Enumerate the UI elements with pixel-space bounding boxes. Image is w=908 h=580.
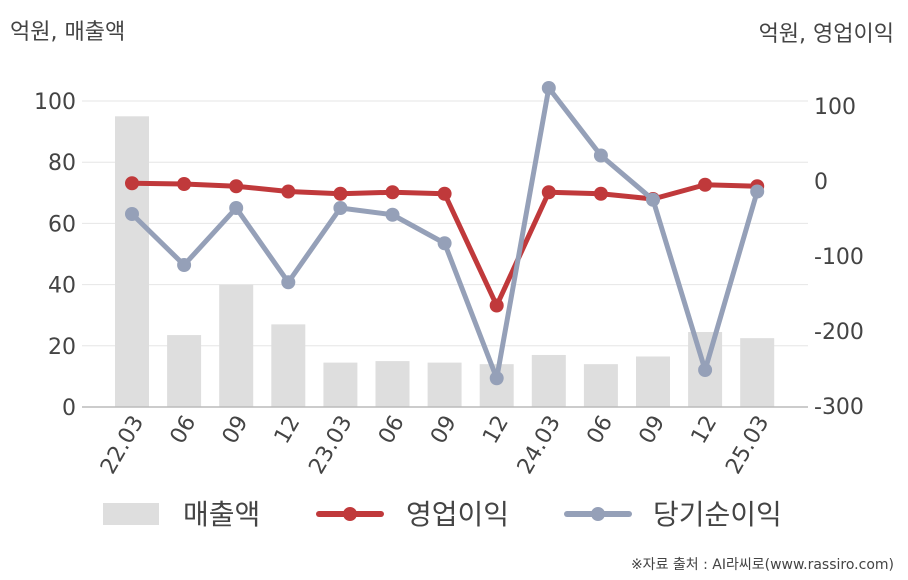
right-tick-label: -300: [814, 395, 864, 420]
point: [750, 184, 765, 199]
bar: [583, 364, 618, 407]
x-tick-label: 06: [582, 412, 618, 449]
x-tick-label: 22.03: [96, 412, 149, 479]
point: [177, 258, 192, 272]
bar: [271, 324, 306, 407]
left-tick-label: 0: [62, 396, 76, 421]
left-tick-label: 40: [48, 274, 76, 299]
left-tick-label: 20: [48, 335, 76, 360]
point: [333, 201, 348, 215]
bar: [427, 362, 462, 407]
bar: [531, 354, 566, 407]
legend-label: 영업이익: [406, 498, 509, 531]
legend: 매출액 영업이익 당기순이익: [103, 498, 782, 531]
x-tick-label: 09: [218, 412, 254, 449]
x-tick-label: 06: [374, 412, 410, 449]
point: [437, 236, 452, 251]
x-tick-label: 25.03: [721, 412, 774, 479]
x-tick-label: 23.03: [304, 412, 357, 479]
right-axis-unit: 억원, 영업이익: [758, 22, 894, 47]
line-series: [125, 81, 765, 386]
x-tick-label: 12: [478, 412, 514, 449]
legend-label: 당기순이익: [653, 498, 782, 531]
left-tick-label: 80: [48, 151, 76, 176]
point: [229, 179, 244, 194]
x-tick-label: 24.03: [513, 412, 566, 479]
left-tick-label: 60: [48, 212, 76, 237]
point: [229, 201, 244, 215]
legend-marker: [591, 507, 605, 521]
point: [281, 184, 296, 199]
x-tick-label: 09: [426, 412, 462, 449]
left-axis-unit: 억원, 매출액: [10, 20, 126, 45]
bar: [167, 335, 202, 407]
point: [489, 371, 504, 386]
point: [646, 192, 660, 207]
right-tick-label: 100: [814, 95, 856, 120]
point: [593, 148, 608, 163]
bar: [323, 362, 358, 407]
x-tick-label: 06: [166, 412, 202, 449]
point: [333, 186, 348, 201]
point: [698, 177, 713, 192]
point: [385, 207, 400, 222]
right-tick-label: 0: [814, 170, 828, 195]
point: [385, 185, 400, 200]
bar: [740, 338, 775, 407]
bar: [115, 116, 149, 408]
left-tick-label: 100: [34, 90, 76, 115]
bar: [636, 356, 670, 407]
point: [281, 275, 296, 290]
point: [541, 185, 556, 200]
legend-swatch: [103, 503, 159, 525]
legend-marker: [343, 507, 357, 521]
source-credit: ※자료 출처 : AI라씨로(www.rassiro.com): [630, 557, 894, 573]
bar: [219, 284, 254, 407]
point: [541, 81, 556, 95]
point: [437, 186, 452, 201]
point: [489, 298, 504, 313]
right-tick-label: -100: [814, 245, 864, 270]
point: [177, 177, 192, 191]
bar-series: [115, 116, 775, 408]
right-tick-label: -200: [814, 320, 864, 345]
x-tick-label: 12: [687, 412, 723, 449]
point: [698, 363, 713, 377]
bar: [375, 361, 410, 407]
legend-label: 매출액: [183, 498, 260, 531]
x-tick-label: 09: [635, 412, 671, 449]
grid-lines: [82, 100, 808, 347]
x-tick-label: 12: [270, 412, 306, 449]
point: [593, 186, 608, 201]
point: [125, 207, 139, 221]
point: [125, 176, 139, 191]
